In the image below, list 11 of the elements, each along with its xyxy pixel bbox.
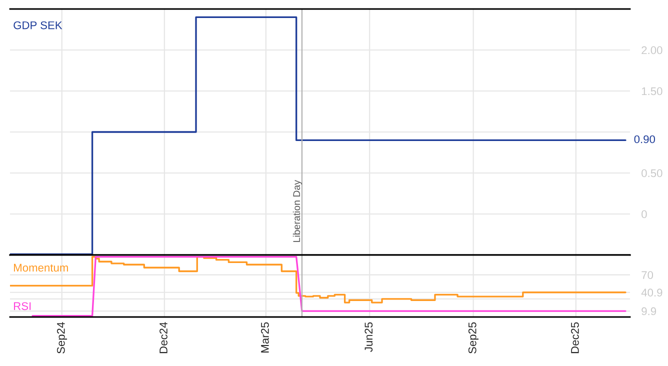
x-tick-label: Dec24 <box>160 322 168 354</box>
annotation: 0.90 <box>634 135 656 144</box>
x-tick-label: Mar25 <box>261 322 269 352</box>
ref-line-label: Liberation Day <box>292 180 302 242</box>
x-tick-label: Sep24 <box>56 322 68 354</box>
x-tick-label: Dec25 <box>571 322 579 354</box>
series-label: RSI <box>14 302 31 310</box>
series-label: Momentum <box>14 264 68 272</box>
text: GDP SEK <box>14 21 62 30</box>
x-tick-label: Sep25 <box>468 322 478 354</box>
x-tick-label: Jun25 <box>364 322 373 352</box>
